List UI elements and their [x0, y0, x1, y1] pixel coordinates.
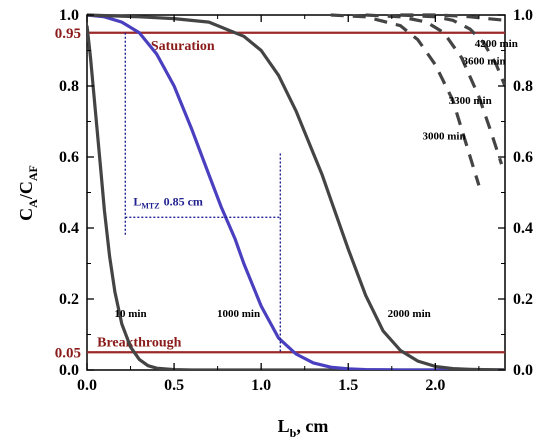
y-tick-label-left: 0.2: [59, 291, 79, 308]
y-tick-label-right: 0.4: [513, 220, 533, 237]
series-line-1000-min: [87, 13, 505, 370]
x-tick-label: 0.0: [77, 377, 97, 394]
series-label-10-min: 10 min: [114, 308, 146, 320]
axis-ticks: 0.0 0.5 1.0 1.5 2.00.0 0.00.2 0.20.4 0.40.6 0.60…: [59, 7, 533, 394]
series-label-1000-min: 1000 min: [217, 308, 260, 320]
y-tick-label-right: 0.6: [513, 149, 533, 166]
x-tick-label: 1.0: [251, 377, 271, 394]
mtz-label-value: 0.85 cm: [164, 194, 203, 208]
y-tick-label-left: 0.8: [59, 78, 79, 95]
series-label-2000-min: 2000 min: [388, 308, 431, 320]
mtz-label: LMTZ 0.85 cm: [133, 194, 203, 210]
series-label-4200-min: 4200 min: [475, 38, 518, 50]
y-axis-title-sep: /C: [16, 181, 36, 200]
series-label-3000-min: 3000 min: [422, 130, 465, 142]
curve-labels: 10 min 1000 min 2000 min 3000 min 3300 min 36…: [114, 38, 517, 320]
x-axis-title-suffix: , cm: [296, 416, 328, 436]
reference-value-saturation: 0.95: [55, 26, 81, 42]
series-line-10-min: [87, 25, 505, 370]
y-axis-title: CA/CAF: [16, 165, 40, 221]
series-line-3000-min: [330, 13, 481, 186]
x-axis-title: Lb, cm: [278, 416, 329, 440]
x-tick-label: 1.5: [338, 377, 358, 394]
series-label-3300-min: 3300 min: [449, 95, 492, 107]
series-line-3600-min: [400, 13, 505, 87]
y-tick-label-right: 0.8: [513, 78, 533, 95]
reference-value-breakthrough: 0.05: [55, 345, 81, 361]
mtz-label-main: L: [133, 194, 141, 208]
reference-label-breakthrough: Breakthrough: [97, 335, 181, 350]
x-tick-label: 0.5: [164, 377, 184, 394]
series-layer: [87, 13, 505, 370]
x-axis-title-sub: b: [290, 426, 297, 440]
y-tick-label-left: 0.6: [59, 149, 79, 166]
x-axis-title-main: L: [278, 416, 290, 436]
mtz-annotation: LMTZ 0.85 cm: [124, 32, 282, 353]
y-tick-label-left: 0.0: [59, 362, 79, 379]
y-tick-label-right: 0.0: [513, 362, 533, 379]
reference-lines: 0.95 Saturation 0.05 Breakthrough: [55, 26, 505, 361]
plot-frame: [86, 14, 506, 371]
y-tick-label-right: 1.0: [513, 7, 533, 24]
y-axis-title-sub1: A: [26, 199, 40, 208]
reference-label-saturation: Saturation: [151, 39, 215, 54]
y-tick-label-right: 0.2: [513, 291, 533, 308]
mtz-label-sub: MTZ: [141, 201, 159, 210]
x-tick-label: 2.0: [425, 377, 445, 394]
y-axis-title-sub2: AF: [26, 165, 40, 181]
series-line-2000-min: [87, 13, 505, 370]
y-tick-label-left: 1.0: [59, 7, 79, 24]
series-label-3600-min: 3600 min: [463, 56, 506, 68]
y-axis-title-main: C: [16, 208, 36, 221]
y-tick-label-left: 0.4: [59, 220, 79, 237]
series-line-4200-min: [400, 13, 505, 22]
series-line-3300-min: [365, 13, 504, 165]
